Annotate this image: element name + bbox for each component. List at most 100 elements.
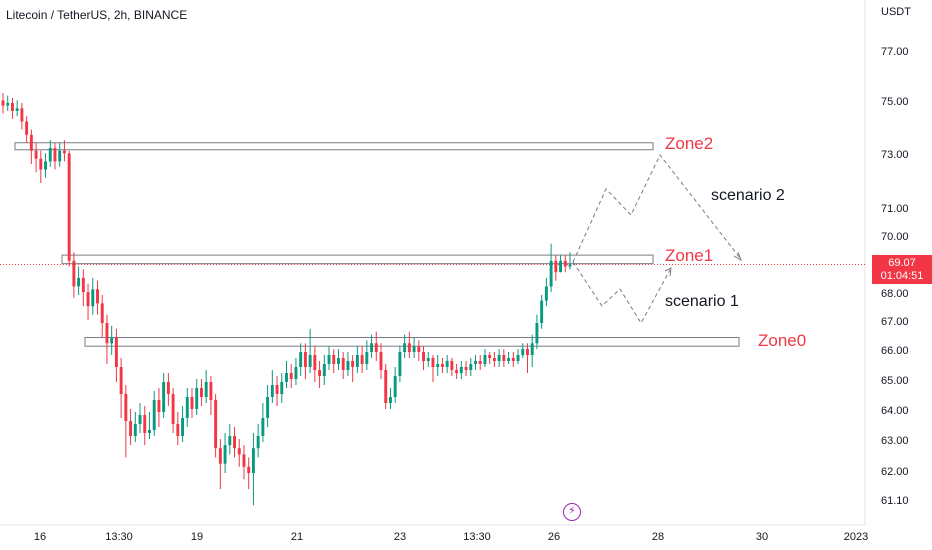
candle: [96, 280, 99, 315]
candle: [44, 153, 47, 178]
candle: [308, 328, 312, 373]
candle: [294, 358, 298, 385]
candle: [233, 427, 236, 458]
scenario-2-label: scenario 2: [711, 187, 785, 204]
candle: [181, 406, 185, 442]
candle: [247, 457, 251, 490]
candle-body: [204, 382, 208, 397]
candle-body: [478, 361, 482, 364]
candle: [393, 367, 397, 403]
candle-body: [86, 292, 90, 307]
candle-body: [148, 430, 151, 433]
candles-layer: [1, 93, 572, 506]
candle-body: [474, 361, 477, 364]
candle: [464, 361, 468, 376]
scenario-1-arrowhead: [664, 267, 672, 277]
candle: [497, 349, 501, 367]
candle: [469, 358, 473, 376]
candle: [341, 352, 345, 379]
candle-body: [190, 397, 194, 409]
time-tick-label: 21: [290, 531, 304, 543]
candle-body: [388, 397, 392, 403]
candle-body: [313, 355, 317, 370]
currency-label: USDT: [881, 6, 911, 18]
candle-body: [100, 303, 104, 323]
candle: [398, 346, 402, 382]
candle-body: [280, 382, 284, 394]
candle-body: [53, 148, 57, 162]
candle-body: [96, 289, 99, 304]
candle-body: [10, 103, 14, 111]
candle-body: [129, 421, 133, 436]
candle-body: [303, 352, 307, 367]
candle-body: [133, 424, 137, 436]
candle-body: [143, 415, 147, 433]
candle: [124, 385, 128, 458]
candle: [129, 409, 133, 446]
candle: [48, 140, 52, 167]
candle-body: [218, 448, 222, 464]
candle: [568, 252, 572, 270]
candle: [152, 391, 156, 436]
candle: [204, 370, 208, 403]
candle: [114, 328, 118, 382]
scenario-1-label: scenario 1: [665, 293, 739, 310]
candle-body: [294, 367, 298, 379]
candle: [488, 352, 492, 364]
candle: [190, 388, 194, 418]
candle: [228, 424, 232, 455]
candle: [417, 340, 421, 361]
candle-body: [407, 343, 411, 352]
candle: [270, 370, 274, 403]
lightning-icon[interactable]: ⚡︎: [563, 503, 581, 521]
candle-body: [39, 158, 43, 170]
candle: [261, 403, 265, 442]
price-tick-label: 68.00: [881, 288, 909, 300]
candle: [365, 340, 369, 370]
candle-body: [450, 361, 454, 370]
candle: [20, 103, 24, 130]
zone-box: [61, 254, 654, 265]
candle: [526, 343, 529, 373]
candle: [426, 352, 430, 367]
price-tick-label: 62.00: [881, 466, 909, 478]
candle-body: [81, 277, 85, 293]
candle-body: [459, 367, 463, 373]
candle: [540, 295, 544, 329]
candle: [214, 394, 218, 458]
time-tick-label: 28: [651, 531, 665, 543]
candle: [15, 100, 19, 117]
candle: [436, 355, 440, 376]
candle: [162, 373, 166, 418]
candle: [549, 243, 553, 293]
candle-body: [530, 343, 534, 355]
time-tick-label: 13:30: [105, 531, 133, 543]
candle: [450, 358, 454, 376]
candle: [332, 349, 336, 373]
candle: [157, 388, 161, 427]
candle-body: [346, 361, 350, 370]
candle: [266, 385, 270, 427]
candle-body: [44, 161, 47, 170]
candle-body: [327, 355, 331, 364]
bar-countdown-timer: 01:04:51: [880, 270, 924, 282]
candle-body: [341, 358, 345, 370]
candle-body: [516, 355, 520, 361]
candle-body: [48, 148, 52, 162]
candle-body: [559, 260, 563, 273]
time-tick-label: 26: [547, 531, 561, 543]
candle-body: [440, 364, 444, 367]
candle: [318, 361, 322, 388]
candle: [431, 355, 435, 382]
candle-body: [492, 358, 496, 361]
candle-body: [351, 361, 355, 367]
candle-body: [119, 367, 123, 394]
scenario-2-path: [572, 154, 741, 263]
candle-body: [285, 373, 288, 382]
candle: [474, 355, 477, 370]
candle-body: [422, 352, 425, 361]
candle-body: [299, 352, 303, 367]
candle-body: [568, 264, 572, 267]
